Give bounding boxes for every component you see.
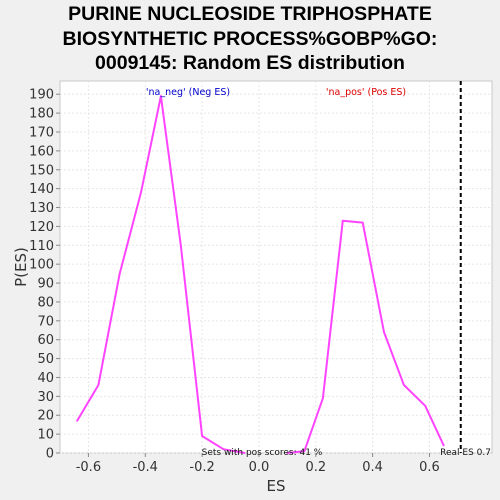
data-point xyxy=(97,384,100,386)
data-point xyxy=(402,384,405,386)
y-tick-label: 30 xyxy=(37,390,54,405)
data-point xyxy=(243,452,246,454)
pos-fraction-text: Sets with pos scores: 41 % xyxy=(202,448,323,458)
y-tick-label: 190 xyxy=(29,88,54,103)
x-tick-label: 0.6 xyxy=(419,460,440,475)
x-tick-label: -0.2 xyxy=(189,460,214,475)
real-es-text: Real ES 0.7 xyxy=(440,448,491,458)
chart-title-line-2: BIOSYNTHETIC PROCESS%GOBP%GO: xyxy=(62,27,438,50)
y-tick-label: 80 xyxy=(37,295,54,310)
pos-series-label: 'na_pos' (Pos ES) xyxy=(326,87,406,98)
y-tick-label: 150 xyxy=(29,163,54,178)
y-tick-label: 40 xyxy=(37,371,54,386)
x-tick-label: 0.0 xyxy=(249,460,270,475)
neg-series-label: 'na_neg' (Neg ES) xyxy=(146,87,230,98)
data-point xyxy=(222,448,225,451)
series-lines xyxy=(76,81,462,454)
data-point xyxy=(303,450,306,453)
data-point xyxy=(321,397,324,400)
y-tick-label: 70 xyxy=(37,314,54,329)
plot-area xyxy=(59,80,493,454)
y-tick-label: 160 xyxy=(29,144,54,159)
y-tick-label: 50 xyxy=(37,352,54,367)
y-tick-label: 10 xyxy=(37,428,54,443)
y-tick-label: 130 xyxy=(29,201,54,216)
chart-title: PURINE NUCLEOSIDE TRIPHOSPHATE BIOSYNTHE… xyxy=(0,2,500,76)
y-tick-label: 100 xyxy=(29,258,54,273)
chart-title-line-3: 0009145: Random ES distribution xyxy=(95,52,405,74)
y-axis-label: P(ES) xyxy=(12,247,30,287)
y-tick-label: 120 xyxy=(29,220,54,235)
y-tick-label: 110 xyxy=(29,239,54,254)
x-tick-label: 0.4 xyxy=(362,460,383,475)
y-tick-label: 90 xyxy=(37,277,54,292)
data-point xyxy=(179,244,182,247)
data-point xyxy=(424,404,427,407)
grid-lines xyxy=(60,81,492,454)
chart-title-line-1: PURINE NUCLEOSIDE TRIPHOSPHATE xyxy=(68,3,432,25)
data-point xyxy=(341,219,344,222)
x-tick-label: 0.2 xyxy=(305,460,326,475)
data-point xyxy=(201,435,204,437)
y-tick-label: 20 xyxy=(37,409,54,424)
y-tick-label: 0 xyxy=(46,447,54,462)
y-tick-label: 170 xyxy=(29,125,54,140)
y-tick-label: 140 xyxy=(29,182,54,197)
data-point xyxy=(286,452,289,454)
data-point xyxy=(442,444,445,447)
x-tick-label: -0.4 xyxy=(133,460,158,475)
data-point xyxy=(118,272,121,275)
data-point xyxy=(140,191,142,194)
labels: ES P(ES) 'na_neg' (Neg ES) 'na_pos' (Pos ES… xyxy=(12,87,491,495)
data-point xyxy=(383,331,385,334)
data-point xyxy=(361,221,364,224)
y-tick-label: 60 xyxy=(37,333,54,348)
axes: 0 10 20 30 40 50 60 70 80 90 100 110 120 130 140 150 160… xyxy=(29,88,440,475)
x-tick-label: -0.6 xyxy=(76,460,101,475)
data-point xyxy=(76,419,78,422)
data-point xyxy=(159,95,162,98)
y-tick-label: 180 xyxy=(29,107,54,122)
x-axis-label: ES xyxy=(267,477,286,495)
